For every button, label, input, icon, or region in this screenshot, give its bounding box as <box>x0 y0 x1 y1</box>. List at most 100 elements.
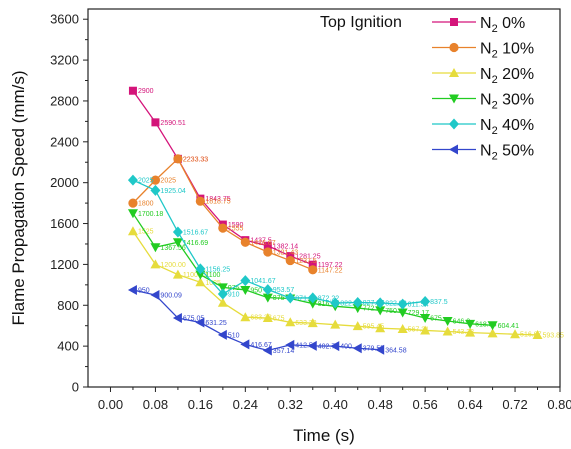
legend-label: N2 10% <box>480 41 534 61</box>
data-label: 1700.18 <box>138 211 163 218</box>
data-label: 1437.5 <box>250 238 272 245</box>
legend-item: N2 10% <box>432 41 534 61</box>
x-tick-label: 0.80 <box>547 397 571 412</box>
data-label: 1147.22 <box>318 267 343 274</box>
data-label: 379.55 <box>363 346 385 353</box>
data-label: 618.33 <box>475 321 497 328</box>
data-label: 1416.69 <box>183 240 208 247</box>
data-point <box>262 345 272 356</box>
data-label: 402.78 <box>318 343 340 350</box>
data-label: 900.09 <box>160 293 182 300</box>
data-point <box>510 329 521 339</box>
data-point <box>285 339 295 350</box>
data-label: 675 <box>273 316 285 323</box>
data-point <box>195 317 205 328</box>
y-axis-title: Flame Propagation Speed (mm/s) <box>9 70 28 325</box>
data-point <box>375 306 386 316</box>
y-tick-label: 400 <box>57 339 79 354</box>
y-tick-label: 1600 <box>50 216 79 231</box>
data-point <box>150 259 161 269</box>
data-point <box>308 260 317 269</box>
data-label: 950 <box>138 287 150 294</box>
x-tick-label: 0.64 <box>457 397 482 412</box>
data-point <box>195 196 205 206</box>
data-point <box>172 238 183 248</box>
data-point <box>330 319 341 329</box>
x-tick-label: 0.72 <box>502 397 527 412</box>
data-label: 400 <box>340 344 352 351</box>
data-label: 2233.33 <box>183 156 208 163</box>
legend-item: N2 0% <box>432 15 525 35</box>
data-point <box>240 312 251 322</box>
data-point <box>308 265 318 275</box>
data-point <box>285 317 296 327</box>
data-label: 1100.13 <box>183 272 208 279</box>
data-point <box>217 329 227 340</box>
legend-label: N2 0% <box>480 15 525 35</box>
data-label: 827.27 <box>363 300 385 307</box>
data-point <box>352 296 363 308</box>
legend-item: N2 30% <box>432 92 534 112</box>
data-label: 1200.00 <box>160 262 185 269</box>
data-label: 510 <box>228 332 240 339</box>
legend-marker <box>450 18 458 26</box>
data-label: 1321.43 <box>273 249 298 256</box>
data-point <box>397 324 408 334</box>
x-tick-label: 0.32 <box>278 397 303 412</box>
legend-marker <box>449 144 458 155</box>
plot-frame <box>87 8 561 388</box>
data-point <box>195 263 206 275</box>
data-point <box>307 318 318 328</box>
data-label: 683.33 <box>250 315 272 322</box>
data-point <box>420 325 431 335</box>
data-point <box>442 326 453 336</box>
data-label: 416.67 <box>250 342 272 349</box>
data-label: 2233.33 <box>183 156 208 163</box>
data-point <box>195 277 206 287</box>
legend: Top Ignition N2 0% N2 10% N2 20% N2 30% N2 40… <box>320 14 534 163</box>
legend-label: N2 20% <box>480 66 534 86</box>
data-label: 1156.25 <box>205 266 230 273</box>
legend-marker <box>449 94 459 104</box>
data-label: 567.31 <box>408 327 430 334</box>
data-label: 950 <box>250 287 262 294</box>
data-label: 837.5 <box>430 299 448 306</box>
data-label: 1382.14 <box>273 243 298 250</box>
legend-label: N2 50% <box>480 143 534 163</box>
data-point <box>330 297 341 309</box>
data-point <box>150 290 160 301</box>
data-label: 633.33 <box>295 320 317 327</box>
data-point <box>173 154 183 164</box>
legend-marker <box>449 68 459 77</box>
data-label: 1516.67 <box>183 230 208 237</box>
data-point <box>307 340 317 351</box>
data-point <box>128 86 137 95</box>
data-label: 816.67 <box>318 301 340 308</box>
data-point <box>127 209 138 219</box>
data-point <box>375 344 385 355</box>
series-10pct: 1800 2025 2233.33 1818.75 1555 1416.67 1321.43… <box>128 154 343 275</box>
data-point <box>240 285 251 295</box>
data-label: 357.14 <box>273 348 295 355</box>
data-label: 364.58 <box>385 347 407 354</box>
data-point <box>487 321 498 331</box>
data-point <box>217 297 228 307</box>
plot-area: 2900 2590.51 2233.33 1843.75 1590 1437.51382.… <box>127 86 564 356</box>
data-point <box>307 292 318 304</box>
data-label: 953.57 <box>273 287 295 294</box>
data-point <box>487 328 498 338</box>
y-tick-label: 3600 <box>50 12 79 27</box>
data-point <box>217 288 228 300</box>
data-point <box>330 341 340 352</box>
data-point <box>263 247 273 257</box>
data-label: 872.22 <box>318 295 340 302</box>
data-point <box>352 304 363 314</box>
data-point <box>375 323 386 333</box>
data-label: 1800 <box>138 201 154 208</box>
y-tick-label: 2000 <box>50 175 79 190</box>
legend-item: N2 50% <box>432 143 534 163</box>
data-point <box>240 275 251 287</box>
